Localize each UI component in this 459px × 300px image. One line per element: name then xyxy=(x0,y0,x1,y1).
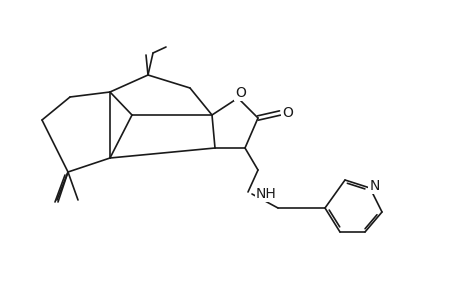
Text: O: O xyxy=(235,86,246,100)
Text: NH: NH xyxy=(256,187,276,201)
Text: N: N xyxy=(369,179,379,193)
Text: O: O xyxy=(282,106,293,120)
